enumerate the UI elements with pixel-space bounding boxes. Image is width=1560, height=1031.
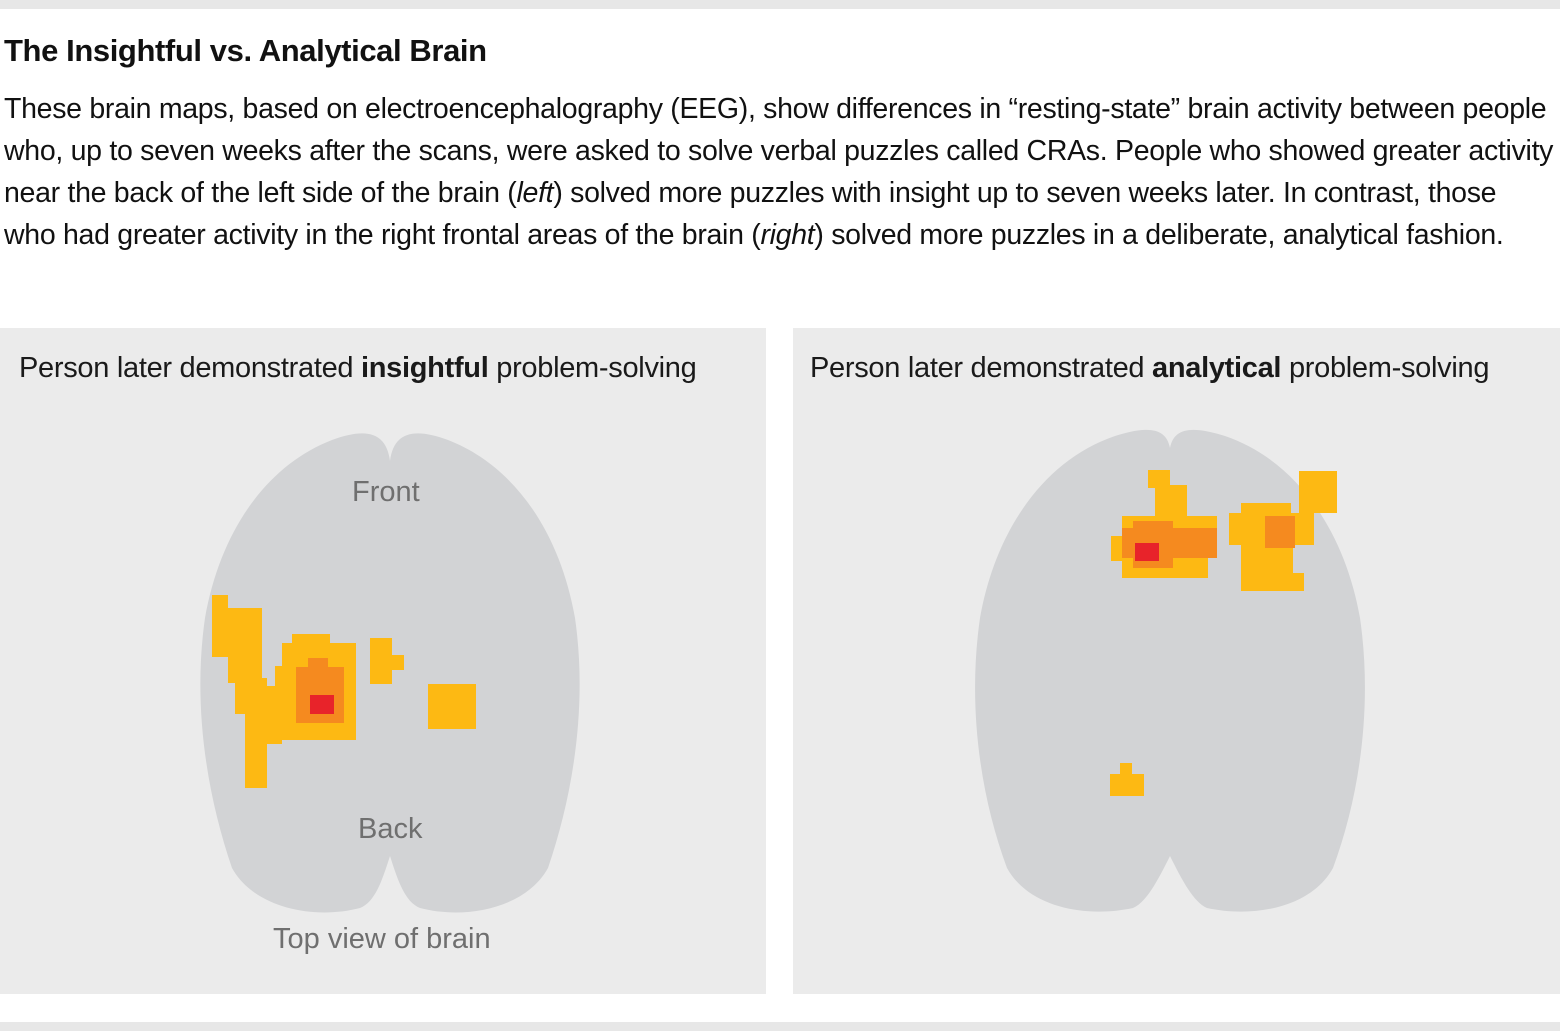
activity-block-low (228, 608, 262, 683)
brain-view-caption: Top view of brain (273, 923, 491, 955)
activity-block-low (275, 666, 285, 688)
activity-block-low (428, 684, 476, 729)
activity-block-high (1135, 543, 1159, 561)
activity-block-low (1155, 485, 1187, 519)
description-text-1: These brain maps, based on electroenceph… (4, 93, 1554, 209)
description-emphasis-left: left (516, 177, 554, 209)
analytical-panel (793, 328, 1560, 994)
analytical-panel-title: Person later demonstrated analytical pro… (810, 352, 1489, 385)
activity-block-low (292, 634, 330, 644)
panel-title-emphasis: analytical (1152, 352, 1282, 384)
analytical-activity-cluster (1110, 470, 1337, 796)
description-text-3: ) solved more puzzles in a deliberate, a… (814, 219, 1504, 251)
description-emphasis-right: right (760, 219, 815, 251)
activity-block-high (310, 695, 334, 714)
description: These brain maps, based on electroenceph… (4, 88, 1554, 256)
insightful-panel-title: Person later demonstrated insightful pro… (19, 352, 697, 385)
panel-title-text: Person later demonstrated (19, 352, 361, 384)
activity-block-low (1299, 471, 1337, 513)
activity-block-mid (1133, 521, 1173, 529)
description-text-2: ) solved more puzzles with insight up to… (4, 177, 1497, 251)
activity-block-low (1268, 573, 1304, 591)
activity-block-low (1148, 470, 1170, 488)
insightful-panel (0, 328, 766, 994)
activity-block-low (260, 686, 282, 744)
activity-block-low (388, 655, 404, 670)
panel-title-text: problem-solving (488, 352, 697, 384)
activity-block-mid (308, 658, 328, 668)
analytical-brain-map (975, 429, 1365, 912)
back-label: Back (358, 813, 423, 845)
panel-title-emphasis: insightful (361, 352, 489, 384)
activity-block-low (1110, 774, 1144, 796)
front-label: Front (352, 476, 420, 508)
activity-block-low (212, 595, 228, 657)
bottom-rule (0, 1022, 1560, 1031)
insightful-activity-cluster (212, 595, 476, 788)
activity-block-low (370, 638, 392, 684)
page-title: The Insightful vs. Analytical Brain (4, 33, 487, 68)
panel-title-text: problem-solving (1281, 352, 1490, 384)
activity-block-low (1120, 763, 1132, 775)
top-rule (0, 0, 1560, 9)
insightful-brain-map (200, 433, 580, 913)
activity-block-mid (1265, 516, 1295, 548)
panel-title-text: Person later demonstrated (810, 352, 1152, 384)
